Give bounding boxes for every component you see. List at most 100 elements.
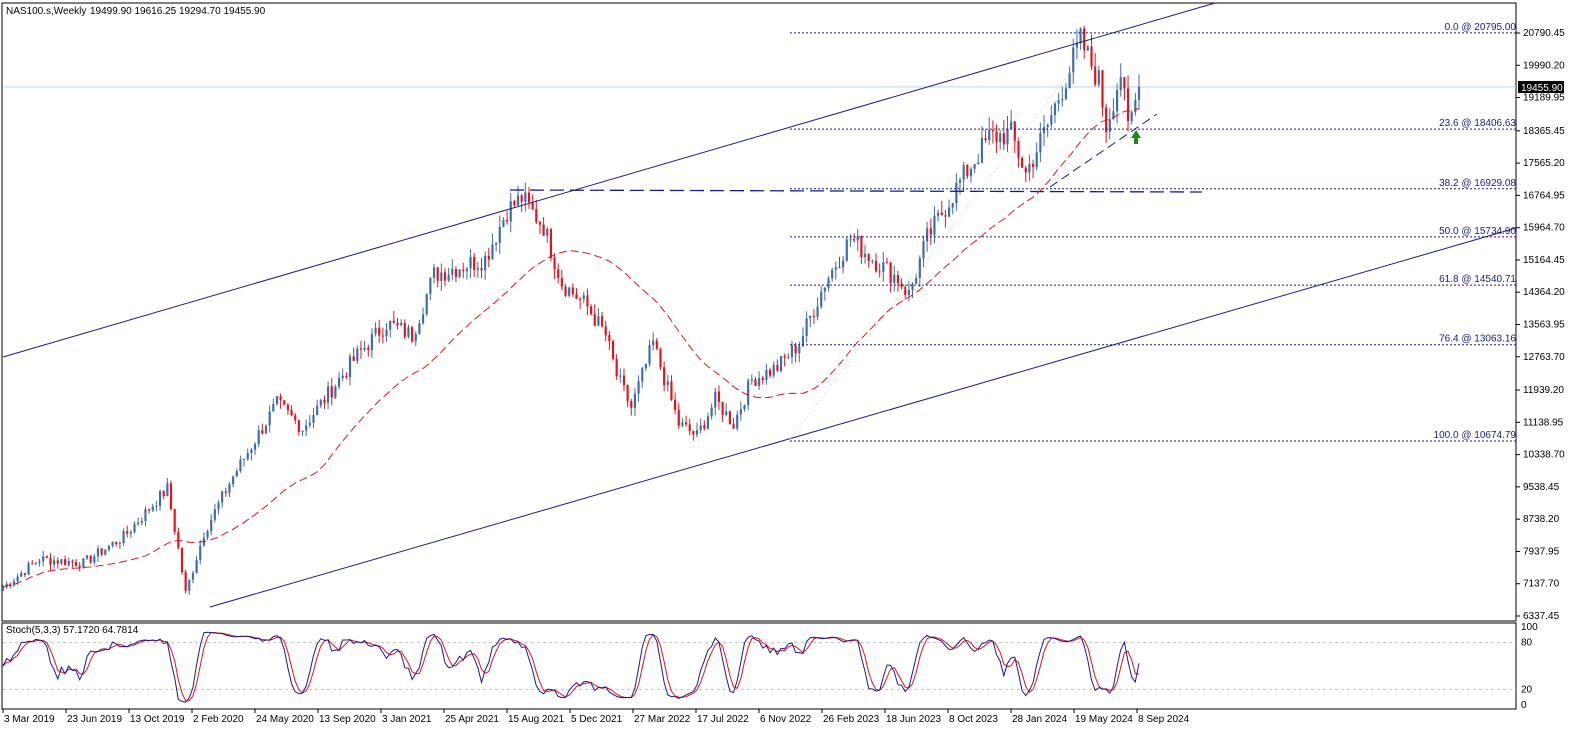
candle[interactable]: [42, 550, 45, 567]
candle[interactable]: [20, 570, 23, 578]
candle[interactable]: [823, 286, 826, 301]
candle[interactable]: [319, 398, 322, 409]
candle[interactable]: [721, 401, 724, 422]
candle[interactable]: [816, 297, 819, 321]
candle[interactable]: [1, 584, 5, 591]
candle[interactable]: [104, 549, 107, 556]
candle[interactable]: [327, 381, 330, 410]
candle[interactable]: [498, 215, 501, 255]
candle[interactable]: [217, 500, 220, 515]
candle[interactable]: [155, 500, 158, 512]
candle[interactable]: [53, 555, 56, 569]
candle[interactable]: [553, 253, 556, 280]
candle[interactable]: [348, 353, 352, 386]
candle[interactable]: [630, 398, 633, 416]
candle[interactable]: [188, 579, 191, 595]
candle[interactable]: [889, 261, 892, 293]
candle[interactable]: [82, 558, 85, 569]
candle[interactable]: [45, 555, 48, 558]
candle[interactable]: [195, 555, 198, 574]
candle[interactable]: [294, 413, 297, 425]
candle[interactable]: [1046, 123, 1049, 138]
candle[interactable]: [411, 325, 414, 343]
candle[interactable]: [597, 307, 600, 327]
candle[interactable]: [969, 166, 973, 183]
candle[interactable]: [279, 393, 282, 409]
short-trendline[interactable]: [1049, 113, 1158, 188]
candle[interactable]: [947, 199, 951, 218]
candle[interactable]: [703, 420, 706, 431]
candle[interactable]: [250, 447, 253, 461]
candle[interactable]: [973, 163, 976, 174]
candle[interactable]: [878, 263, 881, 278]
candle[interactable]: [465, 266, 468, 280]
candle[interactable]: [122, 528, 125, 547]
candle[interactable]: [403, 319, 406, 340]
candle[interactable]: [608, 331, 611, 350]
candle[interactable]: [1108, 108, 1111, 140]
candle[interactable]: [966, 164, 969, 180]
candle[interactable]: [316, 399, 319, 416]
candle[interactable]: [586, 288, 589, 316]
candle[interactable]: [885, 257, 889, 264]
candle[interactable]: [743, 404, 746, 412]
candle[interactable]: [85, 554, 89, 561]
candle[interactable]: [378, 319, 381, 343]
candle[interactable]: [1068, 66, 1071, 89]
candle[interactable]: [513, 199, 516, 208]
candle[interactable]: [546, 226, 549, 243]
candle[interactable]: [794, 342, 797, 363]
candle[interactable]: [666, 374, 669, 392]
candle[interactable]: [162, 490, 165, 499]
candle[interactable]: [440, 263, 443, 292]
candle[interactable]: [1010, 110, 1013, 130]
candle[interactable]: [144, 506, 147, 527]
candle[interactable]: [812, 309, 815, 325]
candle[interactable]: [871, 259, 874, 264]
candle[interactable]: [1021, 156, 1024, 168]
candle[interactable]: [575, 288, 578, 300]
candle[interactable]: [1097, 66, 1100, 88]
candle[interactable]: [783, 353, 786, 367]
candle[interactable]: [89, 555, 92, 564]
candle[interactable]: [1137, 74, 1141, 110]
candle[interactable]: [922, 235, 925, 268]
candle[interactable]: [809, 315, 812, 328]
candle[interactable]: [1130, 110, 1133, 125]
candle[interactable]: [436, 266, 439, 288]
candle[interactable]: [842, 255, 845, 274]
candle[interactable]: [622, 368, 626, 392]
candle[interactable]: [604, 320, 607, 342]
candle[interactable]: [505, 210, 509, 225]
candle[interactable]: [915, 274, 918, 284]
candle[interactable]: [166, 477, 169, 497]
candle[interactable]: [1057, 92, 1060, 112]
candle[interactable]: [1013, 121, 1016, 154]
candle[interactable]: [644, 363, 647, 372]
candle[interactable]: [447, 267, 450, 283]
candle[interactable]: [1072, 38, 1075, 85]
candle[interactable]: [1134, 92, 1137, 116]
candle[interactable]: [1079, 27, 1082, 50]
candle[interactable]: [706, 412, 710, 430]
candle[interactable]: [206, 529, 209, 540]
candle[interactable]: [337, 372, 341, 390]
candle[interactable]: [345, 372, 348, 380]
candle[interactable]: [93, 553, 96, 566]
candle[interactable]: [1075, 29, 1078, 60]
candle[interactable]: [137, 517, 140, 526]
candle[interactable]: [896, 270, 900, 292]
candle[interactable]: [126, 525, 129, 538]
candle[interactable]: [827, 276, 830, 292]
candle[interactable]: [728, 410, 731, 425]
candle[interactable]: [396, 318, 399, 330]
candle[interactable]: [356, 345, 359, 364]
candle[interactable]: [389, 320, 392, 338]
candle[interactable]: [1086, 44, 1089, 52]
candle[interactable]: [867, 253, 870, 268]
candle[interactable]: [977, 153, 980, 165]
candle[interactable]: [1064, 83, 1068, 101]
candle[interactable]: [1039, 122, 1042, 162]
candle[interactable]: [151, 503, 154, 512]
